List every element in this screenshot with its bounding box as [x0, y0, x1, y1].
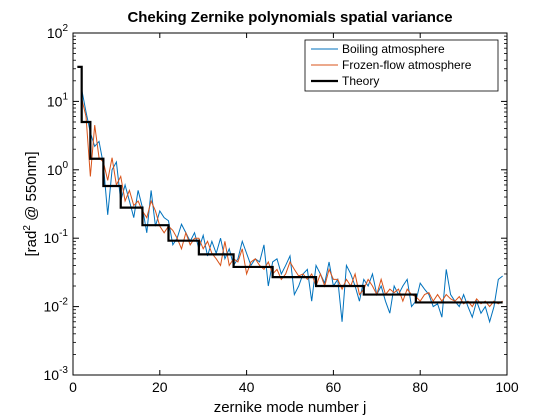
y-axis-label: [rad2 @ 550nm]	[22, 151, 40, 256]
x-tick-label: 20	[152, 379, 168, 395]
x-tick-label: 80	[412, 379, 428, 395]
y-tick-label: 100	[47, 160, 69, 178]
y-axis-label-suffix: @ 550nm]	[23, 151, 40, 225]
y-axis-label-prefix: [rad	[23, 231, 40, 257]
y-axis-label-sup: 2	[22, 225, 33, 231]
y-tick-label: 10-3	[44, 365, 69, 383]
y-tick-label: 10-1	[44, 228, 69, 246]
legend-label-2: Frozen-flow atmosphere	[342, 58, 472, 72]
series-line-3	[77, 65, 503, 304]
x-tick-label: 40	[239, 379, 255, 395]
series-layer	[77, 65, 503, 324]
legend-label-3: Theory	[342, 74, 379, 88]
plot-frame	[72, 32, 508, 376]
y-tick-label: 102	[47, 23, 69, 41]
y-tick-label: 101	[47, 91, 69, 109]
x-tick-label: 0	[69, 379, 77, 395]
chart-title: Cheking Zernike polynomials spatial vari…	[127, 9, 452, 26]
legend: Boiling atmosphere Frozen-flow atmosphere…	[304, 39, 499, 92]
y-tick-label: 10-2	[44, 297, 69, 315]
series-line-1	[81, 89, 503, 324]
series-line-2	[81, 98, 503, 308]
legend-label-1: Boiling atmosphere	[342, 42, 445, 56]
x-tick-label: 100	[495, 379, 519, 395]
ticks-layer: 0 20 40 60 80 100 102 101 100 10-1 10-2 10-3	[44, 23, 519, 395]
x-axis-label: zernike mode number j	[214, 399, 367, 416]
x-tick-label: 60	[326, 379, 342, 395]
